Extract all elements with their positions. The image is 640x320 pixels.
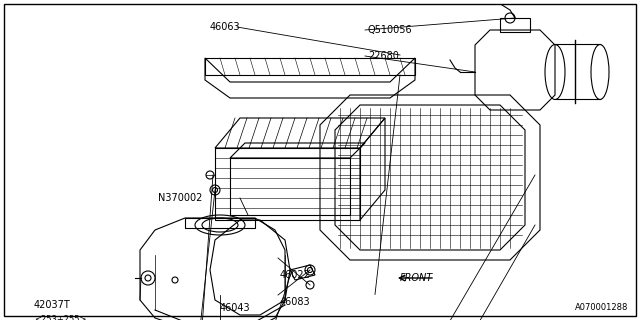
Text: A070001288: A070001288 <box>575 303 628 313</box>
Text: <253+255>: <253+255> <box>34 316 86 320</box>
Text: FRONT: FRONT <box>400 273 433 283</box>
Text: 42037T: 42037T <box>34 300 71 310</box>
Text: 46043: 46043 <box>220 303 251 313</box>
Text: 46083: 46083 <box>280 297 310 307</box>
Text: N370002: N370002 <box>158 193 202 203</box>
Text: 46022: 46022 <box>280 270 311 280</box>
Text: Q510056: Q510056 <box>368 25 413 35</box>
Text: 22680: 22680 <box>368 51 399 61</box>
Text: 46063: 46063 <box>209 22 240 32</box>
